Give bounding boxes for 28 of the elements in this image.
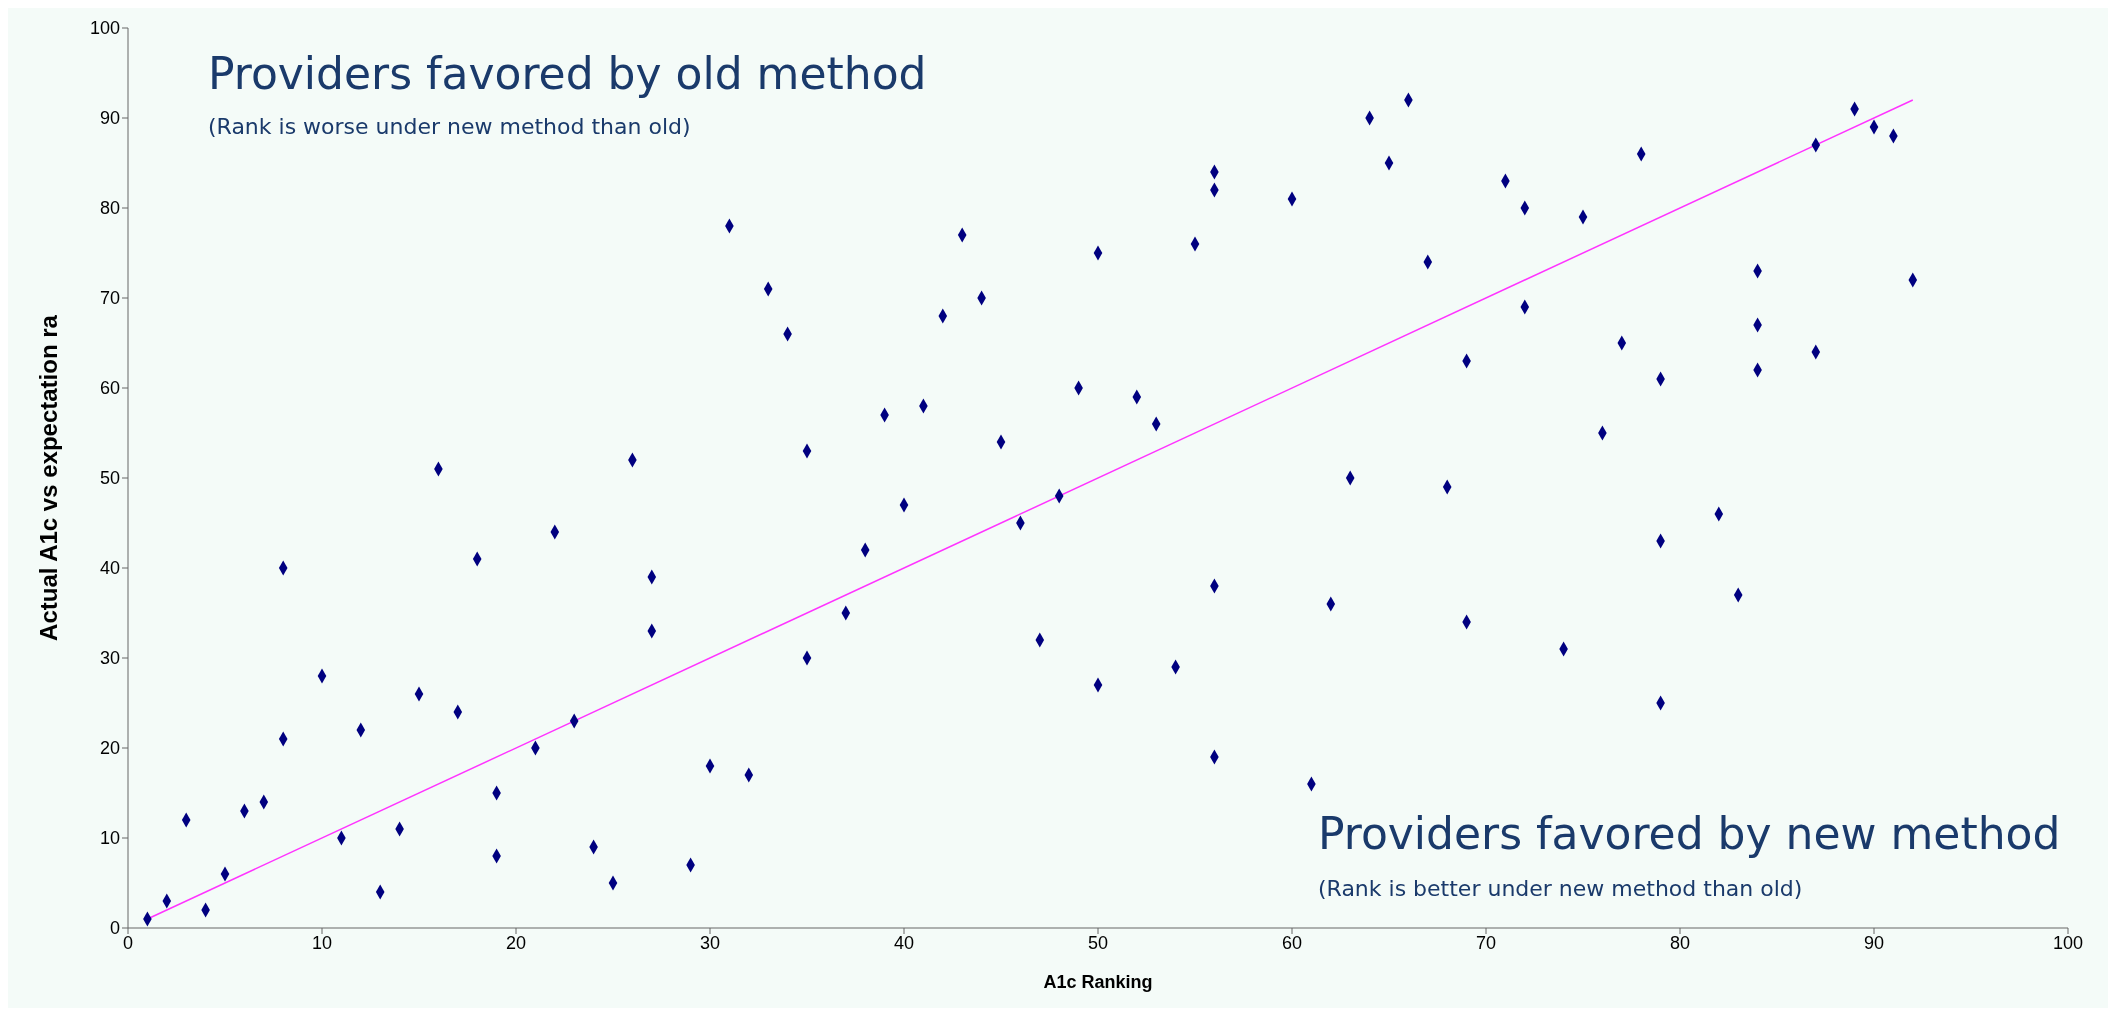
x-tick-label: 60 xyxy=(1281,932,1303,953)
y-tick-label: 50 xyxy=(99,468,120,489)
y-tick-label: 60 xyxy=(99,378,120,399)
y-tick-label: 40 xyxy=(99,558,120,579)
annotation: Providers favored by new method xyxy=(1318,808,2061,859)
x-tick-label: 90 xyxy=(1863,932,1885,953)
annotation: (Rank is worse under new method than old) xyxy=(208,114,691,139)
annotation: Providers favored by old method xyxy=(208,48,927,99)
x-tick-label: 40 xyxy=(893,932,915,953)
x-tick-label: 70 xyxy=(1475,932,1497,953)
y-tick-label: 90 xyxy=(99,108,120,129)
x-tick-label: 0 xyxy=(122,932,134,953)
y-axis-title: Actual A1c vs expectation ra xyxy=(34,314,62,641)
x-tick-label: 20 xyxy=(505,932,527,953)
x-tick-label: 100 xyxy=(2052,932,2084,953)
x-tick-label: 10 xyxy=(311,932,333,953)
y-tick-label: 0 xyxy=(109,918,120,939)
y-tick-label: 30 xyxy=(99,648,120,669)
x-axis-title: A1c Ranking xyxy=(1043,972,1153,992)
x-tick-label: 30 xyxy=(699,932,721,953)
y-tick-label: 80 xyxy=(99,198,120,219)
x-tick-label: 50 xyxy=(1087,932,1109,953)
y-tick-label: 10 xyxy=(99,828,120,849)
y-tick-label: 100 xyxy=(89,18,120,39)
x-tick-label: 80 xyxy=(1669,932,1691,953)
annotation: (Rank is better under new method than old) xyxy=(1318,876,1803,901)
y-tick-label: 70 xyxy=(99,288,120,309)
y-tick-label: 20 xyxy=(99,738,120,759)
